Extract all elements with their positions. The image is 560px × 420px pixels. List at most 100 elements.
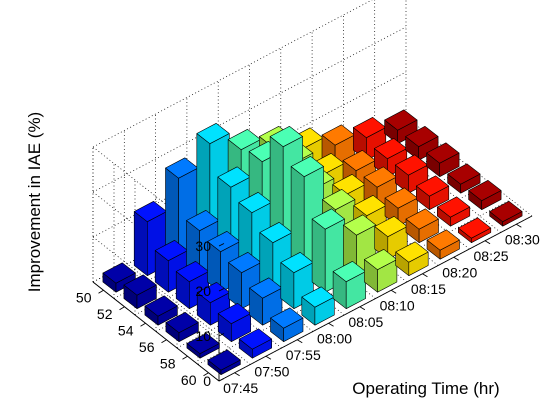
bar-top-face <box>238 328 273 350</box>
bar-top-face <box>489 201 523 222</box>
bar-top-face <box>405 126 439 147</box>
bar-top-face <box>395 241 429 263</box>
bar-top-face <box>384 109 418 131</box>
bar-top-face <box>457 217 492 239</box>
bar-top-face <box>301 286 335 308</box>
bar-top-face <box>165 157 199 179</box>
floor-grid-line <box>197 199 512 365</box>
time-tick-mark <box>453 256 459 261</box>
bar-top-face <box>144 295 178 317</box>
row-tick-mark <box>182 355 188 360</box>
row-tick-label: 54 <box>118 322 134 338</box>
bar-top-face <box>280 252 314 274</box>
bar-top-face <box>133 201 167 222</box>
bar-top-face <box>332 260 366 283</box>
time-tick-label: 08:10 <box>380 297 415 313</box>
bar-top-face <box>269 126 303 147</box>
bar-60-08:15 <box>395 241 429 277</box>
z-axis-label: Improvement in IAE (%) <box>25 112 44 292</box>
bar-top-face <box>196 281 230 304</box>
bar-top-face <box>186 210 220 231</box>
bars <box>102 109 523 376</box>
time-tick-mark <box>297 339 303 344</box>
back-wall-grid-line <box>92 71 407 238</box>
bar-56-07:45 <box>165 311 199 343</box>
bar-top-face <box>154 240 188 262</box>
bar-top-face <box>353 195 387 216</box>
bar-top-face <box>426 142 460 164</box>
bar-top-face <box>364 249 398 271</box>
bar-top-face <box>311 208 345 230</box>
row-tick-mark <box>203 372 209 377</box>
bar-top-face <box>207 349 241 371</box>
time-tick-label: 08:00 <box>317 330 352 346</box>
bar-top-face <box>322 189 356 210</box>
bar-top-face <box>186 332 220 355</box>
bar-top-face <box>405 208 439 230</box>
bar-60-08:25 <box>457 217 492 243</box>
time-tick-mark <box>516 223 522 228</box>
time-tick-mark <box>265 355 272 360</box>
time-tick-label: 08:30 <box>505 231 540 247</box>
bar-top-face <box>217 166 251 188</box>
row-tick-label: 56 <box>139 339 155 355</box>
back-wall-grid-line <box>92 26 407 193</box>
time-tick-mark <box>422 273 428 278</box>
bar-54-07:45 <box>144 295 178 326</box>
row-tick-mark <box>161 339 167 344</box>
side-wall-grid-line <box>92 236 220 337</box>
time-tick-label: 07:45 <box>223 380 258 396</box>
bar-60-08:10 <box>364 249 398 293</box>
row-tick-mark <box>98 289 104 294</box>
row-tick-label: 58 <box>160 355 176 371</box>
bar-54-08:30 <box>426 142 460 177</box>
bar-top-face <box>259 222 293 243</box>
bar-58-07:50 <box>217 302 251 343</box>
bar-56-08:25 <box>415 175 450 210</box>
bar-60-08:05 <box>332 260 366 310</box>
bar-top-face <box>165 311 199 334</box>
bar-54-08:25 <box>394 154 429 194</box>
row-tick-label: 60 <box>181 372 197 388</box>
bar-top-face <box>436 196 471 218</box>
back-wall-grid-line <box>92 0 373 148</box>
bar-top-face <box>228 252 262 274</box>
row-tick-mark <box>119 306 125 311</box>
x-axis-label: Operating Time (hr) <box>352 379 499 398</box>
row-axis-line <box>92 281 220 382</box>
bar-top-face <box>321 124 355 146</box>
bar-58-08:30 <box>468 180 502 210</box>
bar-60-07:45 <box>207 349 241 376</box>
z-tick-label: 30 <box>195 238 211 254</box>
time-tick-mark <box>390 289 397 294</box>
bar-top-face <box>374 216 408 237</box>
z-tick-mark <box>218 243 225 247</box>
bar-60-08:20 <box>426 229 460 260</box>
bar-top-face <box>196 123 230 144</box>
bar-top-face <box>123 274 157 296</box>
bar-top-face <box>102 262 136 284</box>
bar-60-08:30 <box>489 201 523 227</box>
bar-top-face <box>468 180 502 201</box>
bar-top-face <box>227 129 261 150</box>
bar-56-08:30 <box>447 163 481 194</box>
bar-top-face <box>394 154 429 176</box>
bar-58-08:20 <box>405 208 439 243</box>
bar-top-face <box>238 192 272 213</box>
bar-58-07:45 <box>186 332 220 359</box>
bar-top-face <box>270 307 304 329</box>
bar-top-face <box>352 117 387 138</box>
bar-56-08:00 <box>259 222 293 293</box>
bar-top-face <box>343 214 377 236</box>
bar-top-face <box>217 302 251 325</box>
z-tick-mark <box>218 378 225 382</box>
bar-58-08:25 <box>436 196 471 227</box>
row-tick-mark <box>140 322 146 327</box>
z-tick-label: 10 <box>195 328 211 344</box>
z-tick-label: 20 <box>195 283 211 299</box>
bar-top-face <box>342 150 376 171</box>
time-tick-label: 07:55 <box>286 347 321 363</box>
bar-52-08:30 <box>405 126 439 161</box>
bar-top-face <box>363 166 397 188</box>
